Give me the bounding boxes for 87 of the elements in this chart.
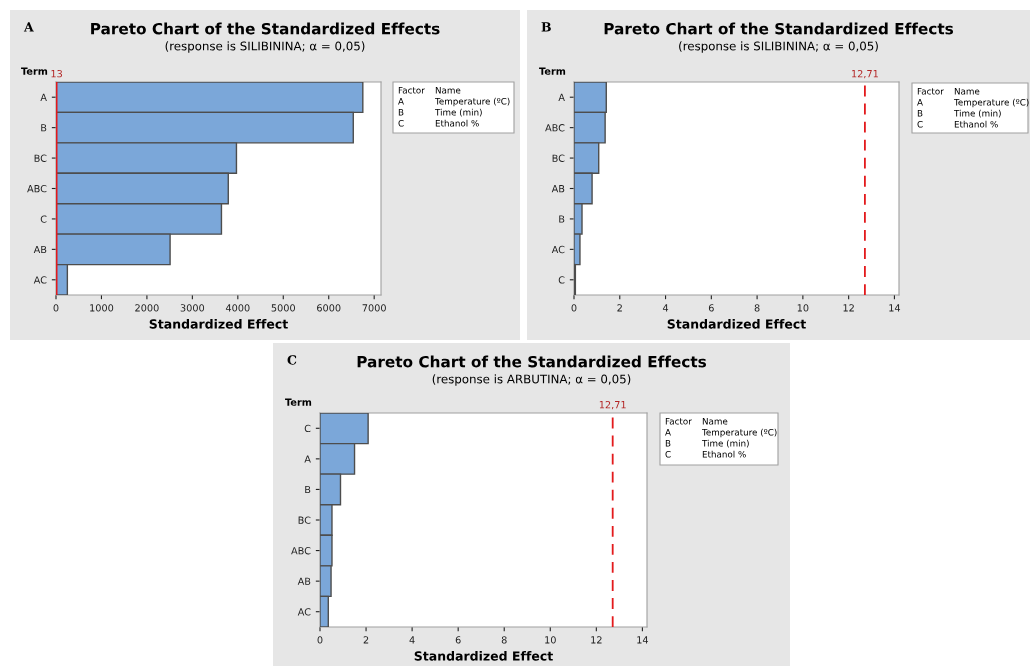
y-tick-label: BC (552, 154, 565, 162)
text: B (398, 109, 404, 116)
text: C (287, 355, 297, 365)
text: Name (435, 87, 461, 94)
x-axis-title: Standardized Effect (667, 318, 806, 329)
text: Factor (917, 88, 944, 95)
x-tick-label: 3000 (180, 304, 205, 312)
y-tick-label: BC (34, 154, 47, 162)
y-tick-label: B (559, 215, 565, 223)
x-tick-label: 10 (545, 636, 556, 644)
x-tick-label: 8 (754, 304, 760, 312)
text: Time (min) (701, 439, 749, 448)
x-tick-label: 4 (662, 304, 669, 312)
x-tick-label: 6 (455, 636, 461, 644)
y-tick-label: ABC (545, 124, 565, 132)
text: B (917, 110, 923, 117)
x-tick-label: 2000 (135, 304, 159, 312)
x-tick-label: 12 (591, 636, 602, 644)
y-tick-label: AC (551, 245, 565, 254)
y-tick-label: B (41, 124, 47, 132)
text: A (917, 99, 923, 106)
text: A (398, 98, 404, 105)
y-tick-label: A (558, 93, 565, 101)
x-tick-label: 6000 (317, 304, 341, 312)
chart-subtitle: (response is SILIBININA; α = 0,05) (679, 41, 878, 53)
y-tick-label: B (305, 486, 311, 494)
x-tick-label: 10 (797, 304, 809, 312)
text: B (665, 440, 671, 447)
text: A (23, 22, 34, 32)
y-tick-label: C (304, 424, 311, 433)
text: B (541, 22, 551, 32)
y-tick-label: A (40, 93, 47, 101)
y-tick-label: A (304, 455, 311, 463)
x-tick-label: 14 (889, 304, 901, 312)
chart-subtitle: (response is SILIBININA; α = 0,05) (165, 41, 365, 53)
text: Temperature (ºC) (434, 97, 510, 107)
y-tick-label: BC (298, 516, 311, 524)
text: C (665, 450, 671, 458)
x-tick-label: 2 (617, 304, 622, 312)
y-tick-label: ABC (27, 184, 47, 193)
text: Name (954, 88, 980, 95)
x-axis-title: Standardized Effect (414, 650, 553, 661)
chart-title: Pareto Chart of the Standardized Effects (604, 22, 954, 35)
y-tick-label: AC (297, 608, 311, 616)
x-tick-label: 0 (53, 304, 59, 312)
y-tick-label: AB (297, 577, 311, 585)
y-tick-label: C (40, 215, 47, 223)
y-axis-title: Term (285, 398, 312, 406)
ref-line-label: 12,71 (852, 69, 878, 79)
text: Time (min) (434, 108, 482, 117)
x-tick-label: 1000 (90, 304, 114, 312)
x-tick-label: 8 (501, 636, 507, 644)
x-tick-label: 5000 (271, 304, 295, 312)
x-tick-label: 14 (637, 636, 649, 644)
text: A (665, 429, 671, 436)
y-tick-label: AB (33, 245, 47, 254)
x-tick-label: 4000 (225, 304, 250, 312)
text: Factor (398, 87, 425, 94)
ref-line-label: 13 (51, 69, 62, 78)
text: C (398, 119, 404, 127)
text: Ethanol % (954, 120, 998, 128)
text: Temperature (ºC) (953, 98, 1029, 108)
y-axis-title: Term (21, 67, 48, 75)
y-tick-label: C (558, 276, 565, 284)
chart-title: Pareto Chart of the Standardized Effects (91, 22, 440, 35)
x-axis-title: Standardized Effect (149, 318, 288, 329)
x-tick-label: 0 (571, 304, 577, 312)
y-tick-label: ABC (291, 547, 311, 555)
text: Ethanol % (702, 450, 746, 458)
y-tick-label: AC (33, 276, 47, 284)
text: C (917, 120, 923, 128)
x-tick-label: 2 (363, 636, 369, 644)
text: Ethanol % (435, 119, 479, 127)
chart-title: Pareto Chart of the Standardized Effects (357, 355, 707, 368)
text: Factor (665, 418, 692, 425)
x-tick-label: 4 (409, 636, 415, 644)
x-tick-label: 12 (843, 304, 854, 312)
x-tick-label: 7000 (362, 304, 386, 312)
y-axis-title: Term (539, 67, 566, 75)
x-tick-label: 0 (317, 636, 323, 644)
text: Temperature (ºC) (701, 428, 777, 438)
ref-line-label: 12,71 (599, 400, 626, 410)
y-tick-label: AB (551, 185, 565, 193)
chart-subtitle: (response is ARBUTINA; α = 0,05) (432, 374, 631, 386)
text: Time (min) (953, 109, 1001, 118)
text: Name (702, 418, 728, 425)
x-tick-label: 6 (708, 304, 714, 312)
